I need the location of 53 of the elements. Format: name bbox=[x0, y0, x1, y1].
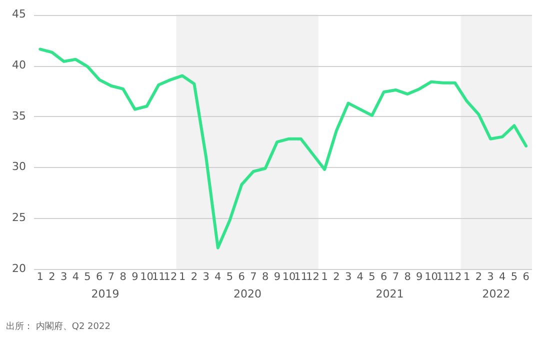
x-tick-label: 3 bbox=[60, 271, 68, 284]
y-tick-label: 40 bbox=[12, 58, 26, 72]
x-tick-label: 11 bbox=[152, 271, 166, 284]
x-tick-label: 10 bbox=[282, 271, 296, 284]
x-tick-label: 3 bbox=[202, 271, 210, 284]
x-tick-label: 2 bbox=[475, 271, 482, 284]
x-tick-label: 9 bbox=[274, 271, 281, 284]
x-tick-label: 7 bbox=[108, 271, 115, 284]
x-tick-label: 1 bbox=[179, 271, 186, 284]
x-tick-label: 9 bbox=[416, 271, 423, 284]
text: 出所： 内閣府、Q2 2022 bbox=[6, 320, 110, 333]
y-tick-label: 25 bbox=[12, 211, 26, 224]
x-tick-label: 5 bbox=[84, 271, 91, 284]
x-tick-label: 2 bbox=[190, 271, 198, 284]
x-tick-label: 12 bbox=[448, 271, 462, 284]
x-tick-label: 3 bbox=[344, 271, 352, 284]
x-tick-label: 7 bbox=[392, 271, 400, 284]
x-tick-label: 7 bbox=[250, 271, 257, 284]
x-tick-label: 6 bbox=[96, 271, 104, 284]
y-tick-label: 30 bbox=[12, 160, 26, 174]
x-tick-label: 10 bbox=[140, 271, 154, 284]
x-tick-label: 1 bbox=[36, 271, 44, 284]
x-tick-label: 2 bbox=[48, 271, 56, 284]
x-tick-label: 8 bbox=[262, 271, 269, 284]
x-tick-label: 12 bbox=[306, 271, 320, 284]
x-tick-label: 12 bbox=[164, 271, 178, 284]
x-tick-label: 9 bbox=[132, 271, 138, 284]
y-tick-label: 45 bbox=[12, 7, 26, 20]
x2-tick-label: 2020 bbox=[234, 287, 262, 300]
x-tick-label: 8 bbox=[120, 271, 126, 284]
x-tick-label: 5 bbox=[510, 271, 518, 284]
x-tick-label: 10 bbox=[424, 271, 438, 284]
y-tick-label: 35 bbox=[12, 109, 26, 122]
x-tick-label: 11 bbox=[436, 271, 450, 284]
x-tick-label: 4 bbox=[214, 271, 222, 284]
x-tick-label: 1 bbox=[321, 271, 328, 284]
x-tick-label: 8 bbox=[404, 271, 411, 284]
x-tick-label: 5 bbox=[368, 271, 376, 284]
x2-tick-label: 2022 bbox=[482, 287, 510, 300]
x2-tick-label: 2019 bbox=[91, 287, 120, 300]
x-tick-label: 4 bbox=[356, 271, 364, 284]
x-tick-label: 4 bbox=[499, 271, 506, 284]
x-tick-label: 1 bbox=[463, 271, 470, 284]
x-tick-label: 6 bbox=[238, 271, 246, 284]
y-tick-label: 20 bbox=[12, 262, 26, 276]
x-tick-label: 6 bbox=[380, 271, 388, 284]
x-tick-label: 11 bbox=[294, 271, 308, 284]
x2-tick-label: 2021 bbox=[376, 287, 404, 300]
x-tick-label: 5 bbox=[226, 271, 234, 284]
x-tick-label: 6 bbox=[522, 271, 530, 284]
x-tick-label: 3 bbox=[487, 271, 494, 284]
x-tick-label: 2 bbox=[333, 271, 340, 284]
x-tick-label: 4 bbox=[72, 271, 80, 284]
